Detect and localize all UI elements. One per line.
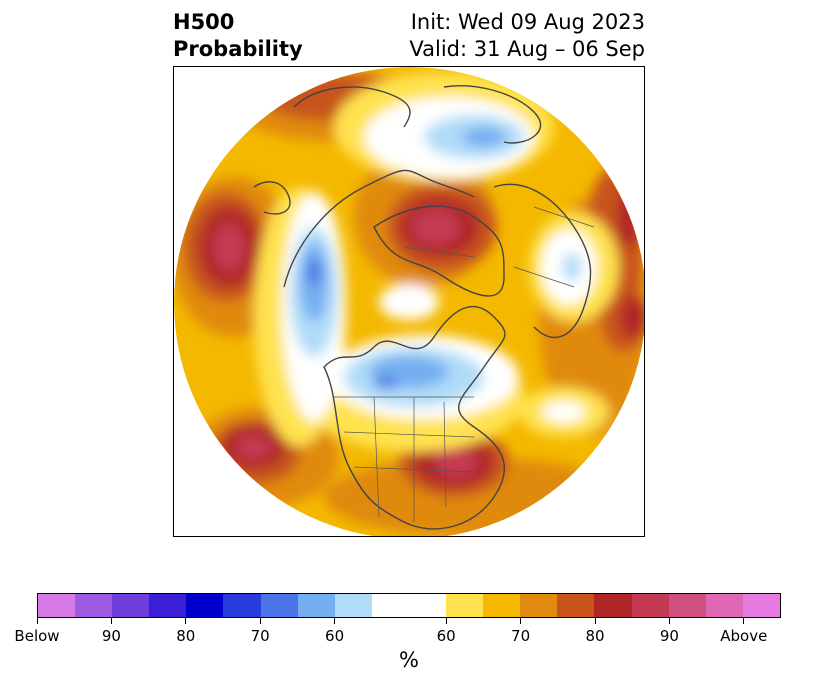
valid-range: Valid: 31 Aug – 06 Sep <box>409 37 645 61</box>
colorbar-tick <box>36 618 38 624</box>
colorbar-unit-label: % <box>399 648 419 672</box>
polar-map <box>173 66 645 537</box>
colorbar-segment <box>483 594 521 617</box>
colorbar-segment <box>149 594 187 617</box>
colorbar-segment <box>297 594 335 617</box>
borders <box>334 206 595 522</box>
colorbar-segment <box>631 594 669 617</box>
colorbar-tick-label: 90 <box>659 627 679 645</box>
coastlines <box>253 85 592 530</box>
colorbar-tick <box>743 618 745 624</box>
title-product: Probability <box>173 37 303 61</box>
colorbar-segment <box>668 594 706 617</box>
colorbar-segment <box>371 594 447 617</box>
chart-title-left: H500 Probability <box>173 9 303 63</box>
colorbar-tick <box>110 618 112 624</box>
colorbar-segment <box>742 594 780 617</box>
colorbar-segment <box>38 594 76 617</box>
colorbar-tick-label: Above <box>720 627 768 645</box>
colorbar-tick-label: 90 <box>101 627 121 645</box>
colorbar-tick-label: 70 <box>511 627 531 645</box>
colorbar-segment <box>186 594 224 617</box>
colorbar-tick <box>334 618 336 624</box>
colorbar-segment <box>112 594 150 617</box>
colorbar-segment <box>520 594 558 617</box>
colorbar-tick-label: 70 <box>250 627 270 645</box>
probability-contours <box>174 72 644 536</box>
init-date: Init: Wed 09 Aug 2023 <box>410 10 645 34</box>
colorbar-tick-label: 80 <box>585 627 605 645</box>
colorbar-segment <box>705 594 743 617</box>
title-variable: H500 <box>173 10 235 34</box>
colorbar-segment <box>75 594 113 617</box>
colorbar-tick <box>445 618 447 624</box>
colorbar-segment <box>223 594 261 617</box>
colorbar-tick <box>185 618 187 624</box>
colorbar-tick-label: Below <box>14 627 60 645</box>
colorbar-segment <box>260 594 298 617</box>
colorbar-tick-label: 80 <box>176 627 196 645</box>
chart-title-right: Init: Wed 09 Aug 2023 Valid: 31 Aug – 06… <box>409 9 645 63</box>
colorbar-segment <box>334 594 372 617</box>
colorbar-tick-label: 60 <box>325 627 345 645</box>
colorbar-tick <box>594 618 596 624</box>
colorbar-segment <box>594 594 632 617</box>
colorbar-tick-label: 60 <box>436 627 456 645</box>
colorbar-tick <box>520 618 522 624</box>
colorbar-tick <box>259 618 261 624</box>
colorbar <box>37 593 781 618</box>
colorbar-tick <box>668 618 670 624</box>
colorbar-segment <box>557 594 595 617</box>
colorbar-segment <box>446 594 484 617</box>
map-canvas <box>174 67 644 536</box>
